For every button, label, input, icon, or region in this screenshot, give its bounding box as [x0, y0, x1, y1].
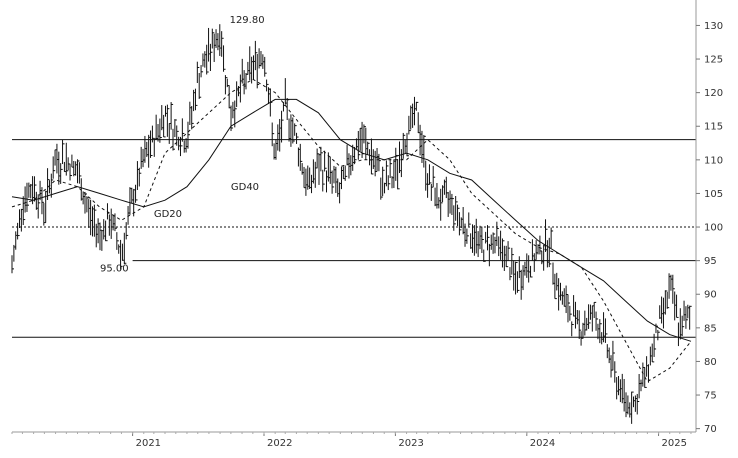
x-tick-label: 2023 — [398, 438, 423, 449]
y-tick-label: 115 — [704, 122, 723, 133]
y-tick-label: 130 — [704, 21, 723, 32]
x-tick-label: 2022 — [267, 438, 292, 449]
annotation-label: 95.00 — [100, 264, 129, 275]
x-tick-label: 2024 — [530, 438, 555, 449]
y-tick-label: 100 — [704, 223, 723, 234]
axes: 70 75 80 85 90 95 100 105 110 115 120 125 130 2021 202… — [11, 0, 723, 449]
series-layer — [11, 24, 692, 424]
y-tick-label: 90 — [704, 290, 717, 301]
y-tick-label: 85 — [704, 323, 717, 334]
annotation-label: GD40 — [231, 182, 259, 193]
annotation-label: 129.80 — [230, 15, 265, 26]
y-tick-label: 105 — [704, 189, 723, 200]
y-tick-label: 95 — [704, 256, 717, 267]
annotation-label: GD20 — [154, 209, 182, 220]
y-tick-label: 110 — [704, 155, 723, 166]
y-tick-label: 70 — [704, 424, 717, 435]
y-tick-label: 75 — [704, 391, 717, 402]
annotations: 129.80 95.00 GD40 GD20 — [100, 15, 265, 275]
y-tick-label: 120 — [704, 88, 723, 99]
series-line-gd40 — [11, 98, 692, 342]
y-tick-label: 125 — [704, 55, 723, 66]
x-tick-label: 2021 — [136, 438, 161, 449]
y-tick-label: 80 — [704, 357, 717, 368]
x-tick-label: 2025 — [662, 438, 687, 449]
